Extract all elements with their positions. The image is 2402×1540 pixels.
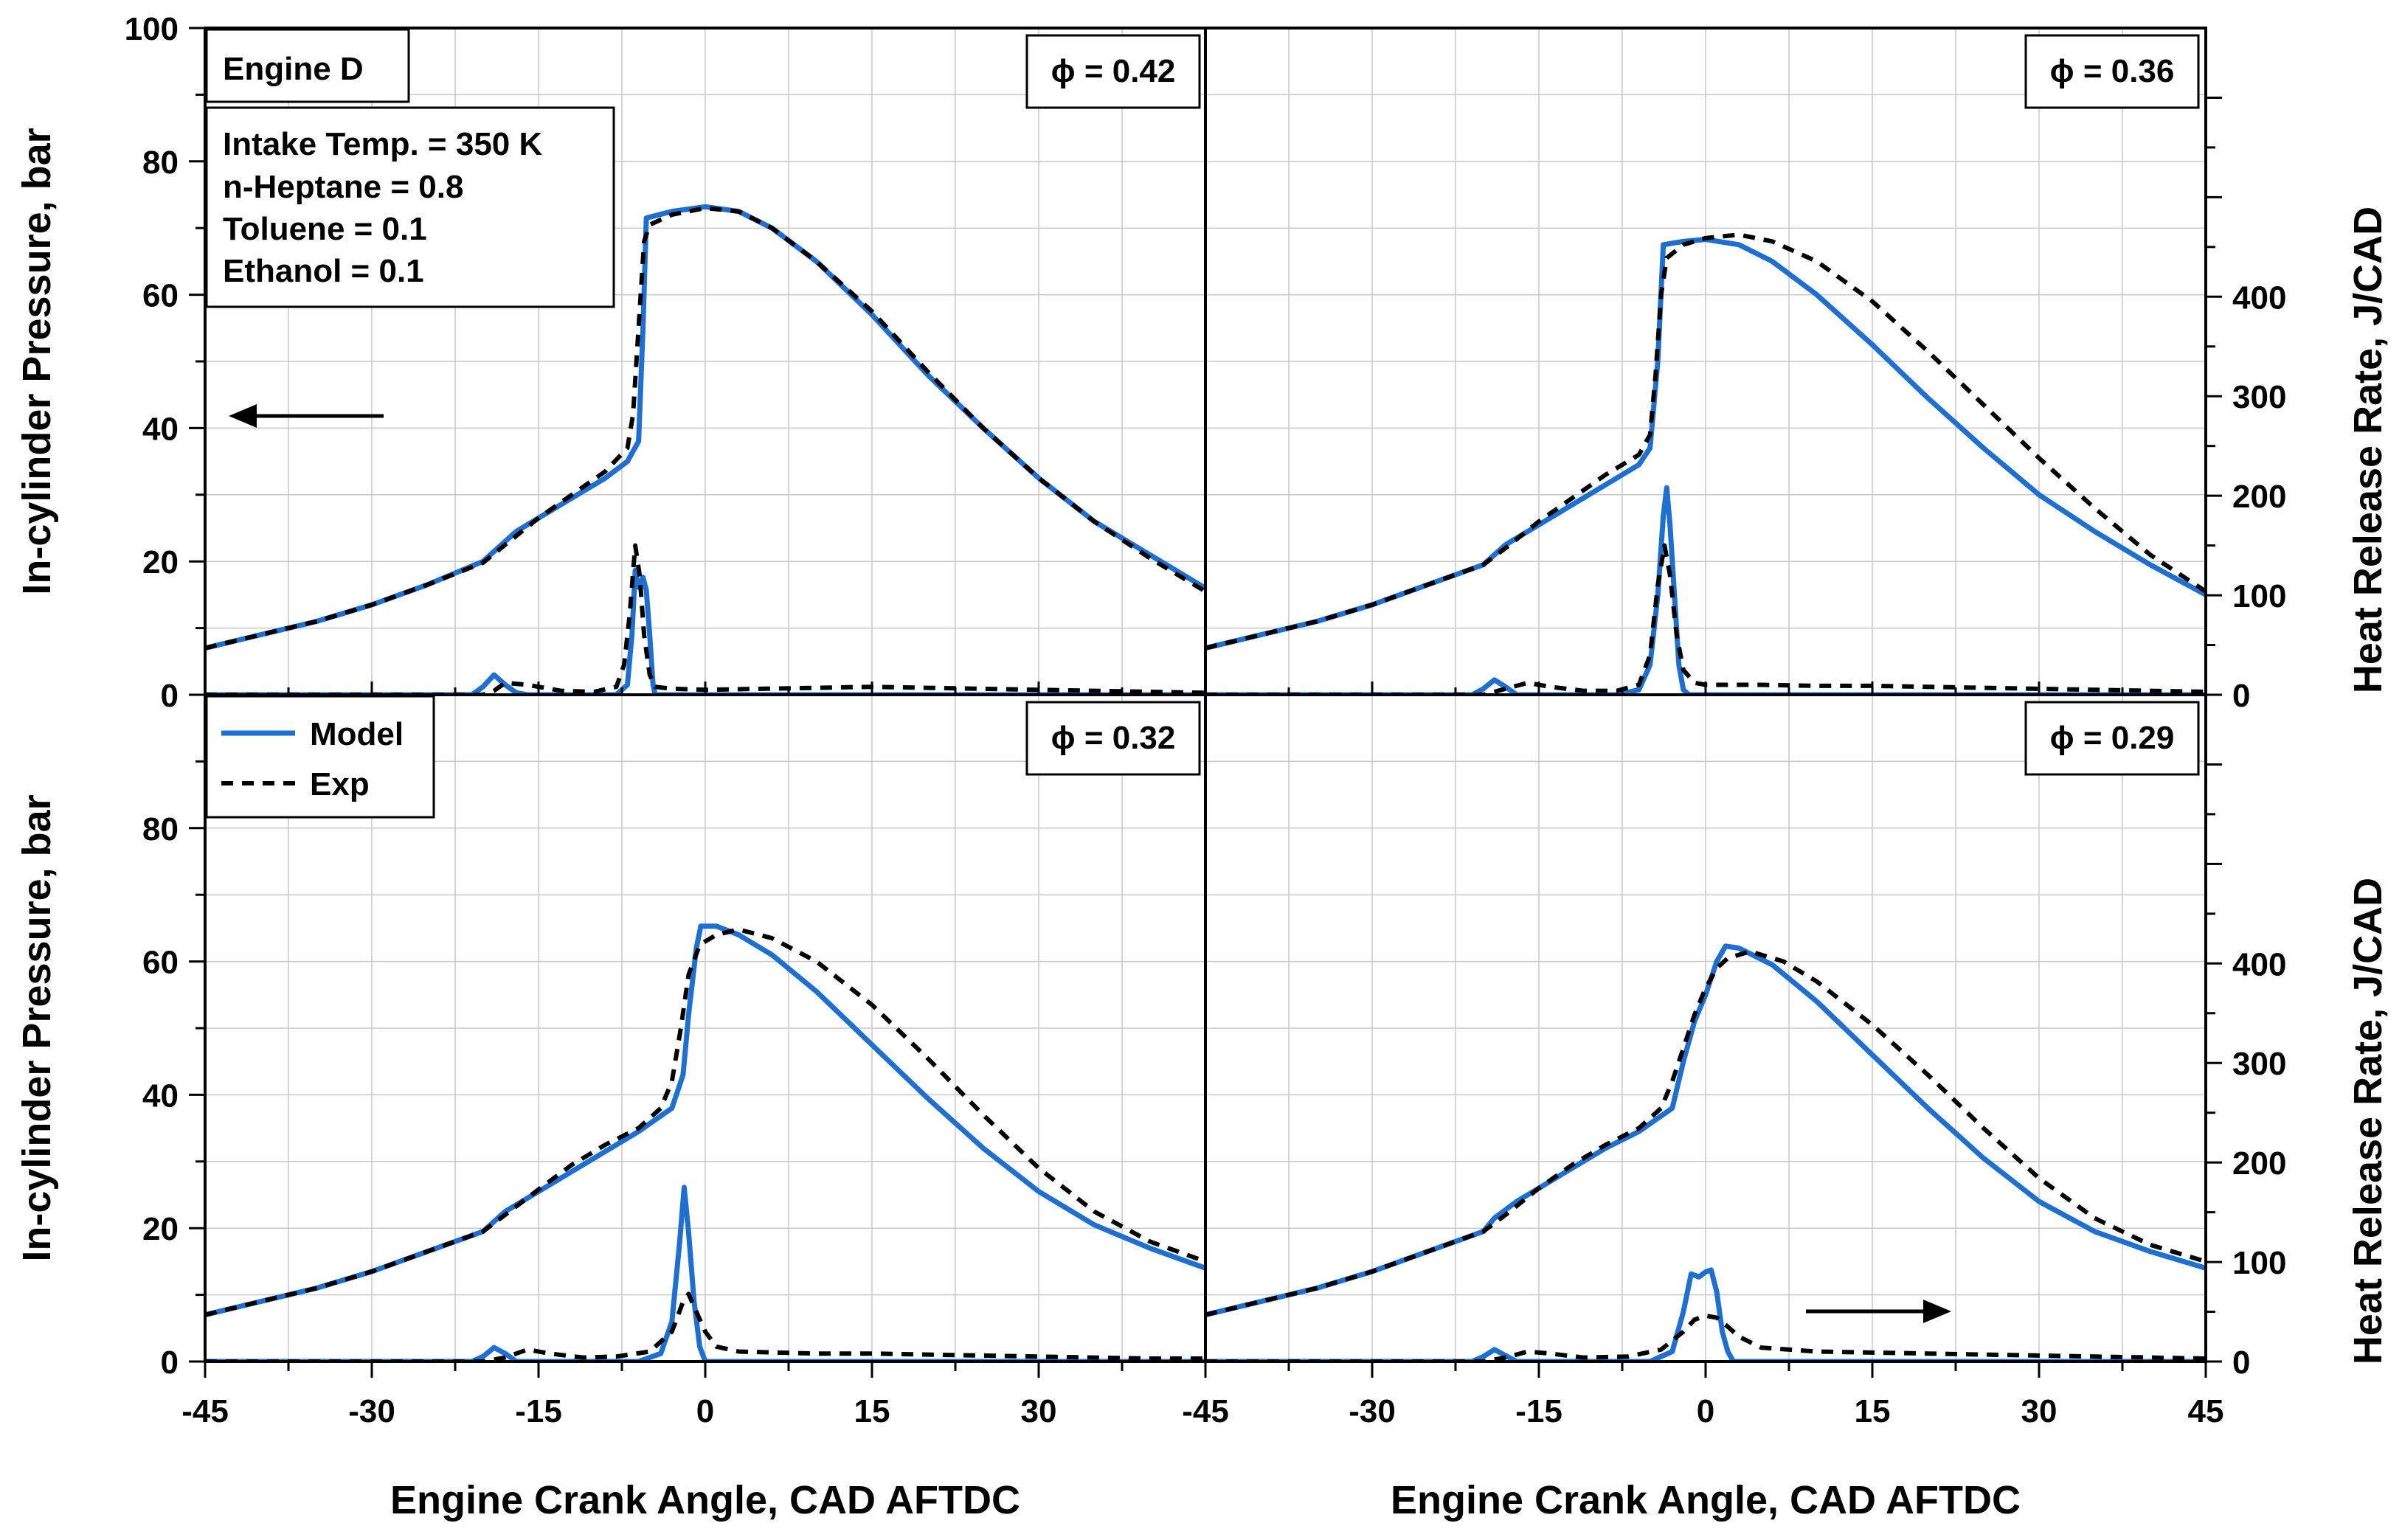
grid-bottom-right (1205, 695, 2206, 1362)
panel-top-left: ϕ = 0.42 (205, 28, 1205, 695)
exp-hrr-curve-bottom-right (1205, 1313, 2206, 1362)
model-hrr-curve-top-left (205, 567, 1205, 695)
ylabel-left-bottom: In-cylinder Pressure, bar (15, 794, 59, 1261)
y-left-tick-label: 40 (142, 1078, 179, 1114)
model-hrr-curve-bottom-right (1205, 1267, 2206, 1362)
conditions-box: Intake Temp. = 350 K n-Heptane = 0.8 Tol… (205, 106, 615, 308)
y-right-tick-label: 0 (2232, 678, 2250, 714)
x-tick-label: -45 (181, 1393, 229, 1429)
phi-label-box-bottom-left: ϕ = 0.32 (1025, 701, 1201, 776)
phi-label-bottom-right: ϕ = 0.29 (2050, 720, 2175, 756)
x-tick-label: -45 (1182, 1393, 1229, 1429)
engine-label-box: Engine D (205, 28, 410, 103)
model-pressure-curve-top-right (1205, 237, 2206, 651)
y-left-tick-label: 80 (142, 811, 179, 847)
y-left-tick-label: 60 (142, 945, 179, 981)
y-left-tick-label: 100 (125, 11, 179, 47)
x-tick-label: 30 (2021, 1393, 2057, 1429)
phi-label-box-top-left: ϕ = 0.42 (1025, 34, 1201, 109)
left-axis-arrow (229, 404, 384, 428)
phi-label-box-top-right: ϕ = 0.36 (2024, 34, 2200, 109)
xlabel-left: Engine Crank Angle, CAD AFTDC (390, 1478, 1020, 1522)
y-right-tick-label: 300 (2232, 379, 2286, 415)
exp-pressure-curve-top-left (205, 206, 1205, 651)
y-left-tick-label: 0 (161, 1345, 179, 1381)
engine-label: Engine D (223, 51, 364, 87)
x-tick-label: -30 (1349, 1393, 1396, 1429)
x-tick-label: 30 (1021, 1393, 1057, 1429)
y-left-tick-label: 0 (161, 678, 179, 714)
y-right-tick-label: 100 (2232, 1245, 2286, 1281)
condition-toluene: Toluene = 0.1 (223, 211, 427, 247)
curves-top-left (205, 204, 1205, 695)
curves-bottom-left (205, 923, 1205, 1362)
grid-top-left (205, 28, 1205, 695)
exp-hrr-curve-top-left (205, 543, 1205, 695)
y-left-tick-label: 60 (142, 278, 179, 314)
legend-exp-label: Exp (310, 766, 370, 802)
ylabel-left-top: In-cylinder Pressure, bar (15, 128, 59, 594)
legend: Model Exp (205, 695, 435, 819)
panel-top-right: ϕ = 0.36 (1205, 28, 2206, 695)
exp-pressure-curve-bottom-right (1205, 949, 2206, 1317)
y-left-tick-label: 80 (142, 145, 179, 181)
legend-model-label: Model (310, 716, 404, 752)
panel-bottom-right: ϕ = 0.29 (1205, 695, 2206, 1362)
ylabel-right-bottom: Heat Release Rate, J/CAD (2346, 878, 2390, 1364)
phi-label-top-right: ϕ = 0.36 (2050, 53, 2175, 89)
exp-hrr-curve-top-right (1205, 543, 2206, 695)
model-hrr-curve-bottom-left (205, 1185, 1205, 1362)
xlabel-right: Engine Crank Angle, CAD AFTDC (1391, 1478, 2021, 1522)
y-right-tick-label: 400 (2232, 946, 2286, 982)
condition-intake-temp: Intake Temp. = 350 K (223, 126, 542, 162)
y-right-tick-label: 400 (2232, 280, 2286, 316)
y-right-tick-label: 200 (2232, 479, 2286, 515)
x-tick-label: -15 (515, 1393, 562, 1429)
grid-top-right (1205, 28, 2206, 695)
x-tick-label: 15 (1855, 1393, 1891, 1429)
condition-n-heptane: n-Heptane = 0.8 (223, 169, 463, 205)
exp-pressure-curve-bottom-left (205, 927, 1205, 1317)
exp-pressure-curve-top-right (1205, 232, 2206, 651)
y-right-tick-label: 100 (2232, 578, 2286, 614)
x-tick-label: -30 (348, 1393, 395, 1429)
x-tick-label: 0 (696, 1393, 714, 1429)
y-left-tick-label: 20 (142, 544, 179, 580)
phi-label-bottom-left: ϕ = 0.32 (1051, 720, 1176, 756)
curves-bottom-right (1205, 943, 2206, 1362)
right-axis-arrow (1806, 1300, 1951, 1323)
y-left-tick-label: 20 (142, 1211, 179, 1247)
model-pressure-curve-bottom-right (1205, 943, 2206, 1318)
phi-label-box-bottom-right: ϕ = 0.29 (2024, 701, 2200, 776)
x-tick-label: 0 (1697, 1393, 1714, 1429)
y-right-tick-label: 0 (2232, 1345, 2250, 1381)
x-tick-label: 15 (854, 1393, 890, 1429)
curves-top-right (1205, 232, 2206, 695)
y-right-tick-label: 300 (2232, 1046, 2286, 1082)
y-right-tick-label: 200 (2232, 1145, 2286, 1182)
exp-hrr-curve-bottom-left (205, 1291, 1205, 1362)
x-tick-label: -15 (1515, 1393, 1562, 1429)
model-hrr-curve-top-right (1205, 485, 2206, 695)
x-tick-label: 45 (2188, 1393, 2224, 1429)
y-left-tick-label: 40 (142, 411, 179, 447)
phi-label-top-left: ϕ = 0.42 (1051, 53, 1176, 89)
ylabel-right-top: Heat Release Rate, J/CAD (2346, 207, 2390, 693)
condition-ethanol: Ethanol = 0.1 (223, 253, 424, 289)
axis-ticks: 0204060801000204060800100200300400010020… (125, 11, 2287, 1429)
